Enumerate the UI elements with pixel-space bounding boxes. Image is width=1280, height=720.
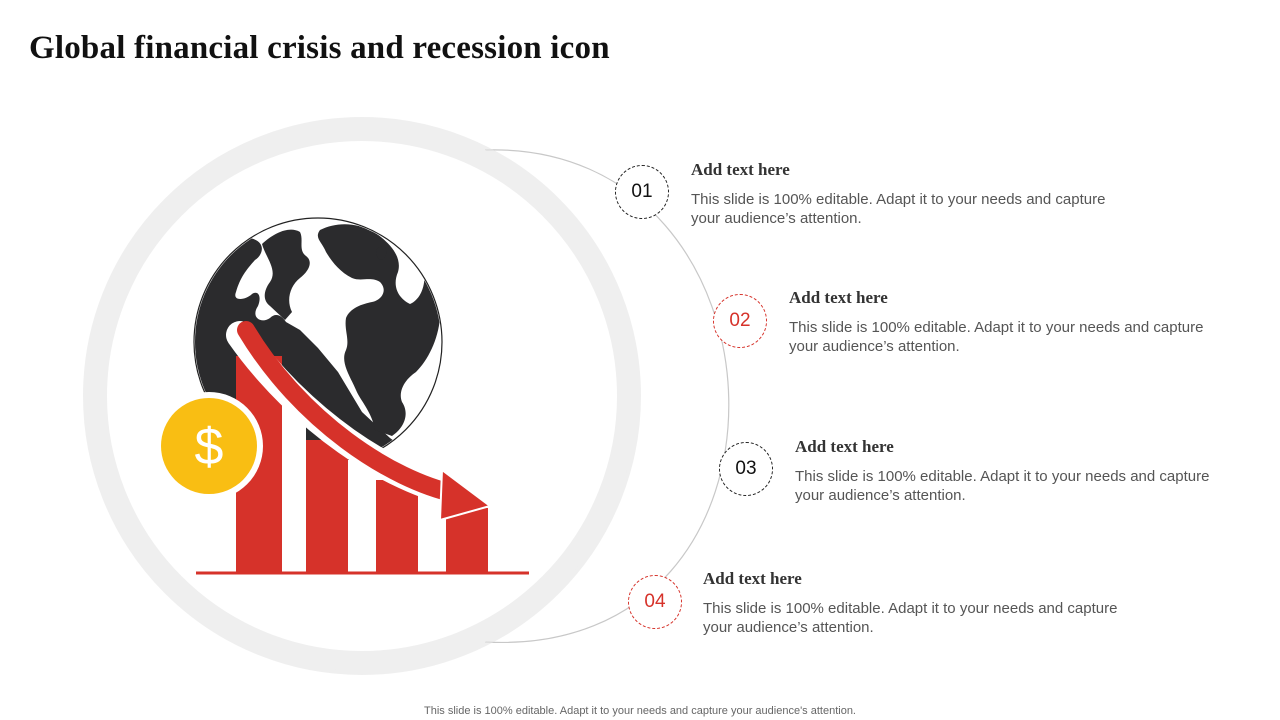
step-heading: Add text here <box>703 569 802 588</box>
step-body: This slide is 100% editable. Adapt it to… <box>691 191 1106 227</box>
step-heading: Add text here <box>789 288 888 307</box>
step-body: This slide is 100% editable. Adapt it to… <box>795 468 1210 504</box>
step-heading: Add text here <box>691 160 790 179</box>
step-badge-04: 04 <box>628 575 682 629</box>
connector-arc <box>484 149 730 643</box>
step-badge-03: 03 <box>719 442 773 496</box>
downtrend-arrow-icon <box>226 321 491 521</box>
bar-2 <box>306 440 348 572</box>
step-number: 01 <box>631 181 653 202</box>
bar-4 <box>446 508 488 572</box>
svg-text:$: $ <box>195 418 224 476</box>
step-number: 02 <box>729 310 751 331</box>
step-text-02: Add text here This slide is 100% editabl… <box>789 288 1209 356</box>
step-heading: Add text here <box>795 437 894 456</box>
step-number: 03 <box>735 458 757 479</box>
dollar-coin-icon: $ <box>155 392 263 500</box>
step-text-03: Add text here This slide is 100% editabl… <box>795 437 1215 505</box>
step-body: This slide is 100% editable. Adapt it to… <box>789 319 1204 355</box>
bar-highlights <box>282 400 446 572</box>
footer-note: This slide is 100% editable. Adapt it to… <box>424 705 856 717</box>
step-number: 04 <box>644 591 666 612</box>
step-text-04: Add text here This slide is 100% editabl… <box>703 569 1123 637</box>
step-text-01: Add text here This slide is 100% editabl… <box>691 160 1111 228</box>
step-badge-02: 02 <box>713 294 767 348</box>
step-badge-01: 01 <box>615 165 669 219</box>
bar-3 <box>376 480 418 572</box>
recession-bars <box>236 356 488 572</box>
slide-title: Global financial crisis and recession ic… <box>29 30 610 66</box>
step-body: This slide is 100% editable. Adapt it to… <box>703 600 1118 636</box>
